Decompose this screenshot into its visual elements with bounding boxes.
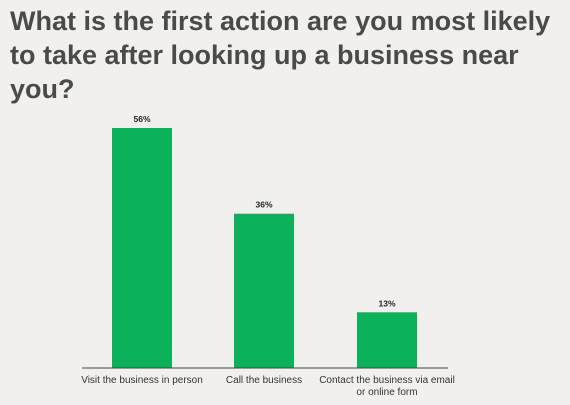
bar-2 bbox=[234, 213, 294, 368]
value-label-3: 13% bbox=[378, 298, 395, 308]
bar-3 bbox=[357, 312, 417, 368]
category-label-1: Visit the business in person bbox=[81, 375, 203, 386]
value-label-2: 36% bbox=[255, 200, 272, 210]
category-label-2: Call the business bbox=[225, 375, 303, 386]
category-label-3: Contact the business via email or online… bbox=[319, 375, 455, 398]
chart-title: What is the first action are you most li… bbox=[10, 6, 551, 104]
value-label-1: 56% bbox=[133, 114, 150, 124]
bar-1 bbox=[112, 128, 172, 368]
